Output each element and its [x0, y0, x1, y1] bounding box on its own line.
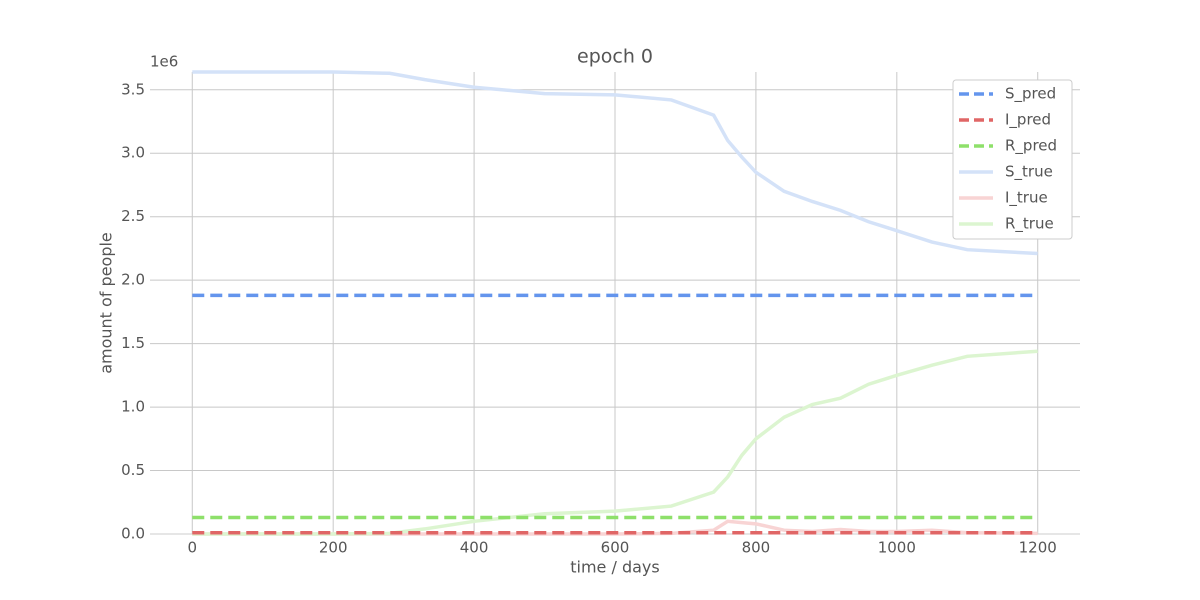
y-axis-label: amount of people [97, 232, 116, 374]
x-tick-label: 600 [601, 539, 630, 557]
y-tick-label: 1.5 [121, 334, 145, 352]
legend-label: I_true [1005, 189, 1048, 208]
x-tick-label: 0 [187, 539, 197, 557]
y-tick-label: 2.5 [121, 207, 145, 225]
x-tick-label: 400 [460, 539, 489, 557]
y-tick-label: 0.0 [121, 525, 145, 543]
y-tick-label: 0.5 [121, 461, 145, 479]
y-tick-label: 1.0 [121, 398, 145, 416]
legend-label: S_pred [1005, 85, 1056, 104]
y-tick-label: 3.5 [121, 80, 145, 98]
x-axis-label: time / days [570, 558, 659, 577]
y-tick-label: 2.0 [121, 271, 145, 289]
x-tick-label: 800 [742, 539, 771, 557]
chart-title: epoch 0 [577, 46, 653, 68]
legend-label: I_pred [1005, 111, 1051, 130]
y-offset-label: 1e6 [150, 53, 178, 71]
legend: S_pred I_pred R_pred S_true I_true R_true [952, 79, 1073, 240]
legend-label: R_pred [1005, 137, 1057, 156]
x-tick-label: 200 [319, 539, 348, 557]
series-line [192, 70, 1038, 256]
x-tick-label: 1200 [1019, 539, 1057, 557]
y-tick-label: 3.0 [121, 144, 145, 162]
legend-label: S_true [1005, 163, 1053, 182]
x-tick-label: 1000 [878, 539, 916, 557]
legend-label: R_true [1005, 215, 1054, 234]
